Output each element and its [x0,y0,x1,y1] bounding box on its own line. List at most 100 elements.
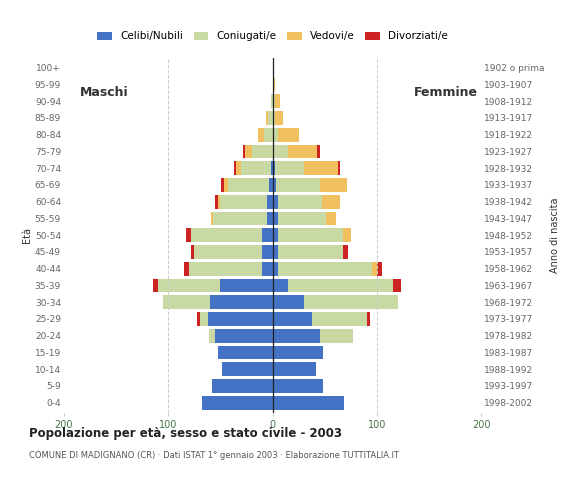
Bar [275,161,304,175]
Bar [220,278,273,292]
Bar [275,94,280,108]
Bar [273,78,275,91]
Bar [377,262,382,276]
Bar [234,161,236,175]
Bar [273,262,278,276]
Bar [273,346,322,360]
Bar [267,195,273,209]
Bar [218,195,220,209]
Bar [158,278,220,292]
Bar [320,178,347,192]
Text: COMUNE DI MADIGNANO (CR) · Dati ISTAT 1° gennaio 2003 · Elaborazione TUTTITALIA.: COMUNE DI MADIGNANO (CR) · Dati ISTAT 1°… [29,451,399,460]
Bar [273,94,275,108]
Bar [304,295,398,309]
Bar [270,178,273,192]
Bar [191,228,262,242]
Bar [191,245,194,259]
Y-axis label: Età: Età [22,227,32,243]
Bar [312,312,367,326]
Bar [276,178,320,192]
Bar [273,329,320,343]
Bar [273,379,322,393]
Bar [163,295,210,309]
Bar [273,128,278,142]
Bar [275,111,283,125]
Bar [244,144,245,158]
Bar [236,161,241,175]
Bar [264,128,273,142]
Bar [288,144,317,158]
Bar [273,362,317,376]
Bar [228,178,270,192]
Bar [343,228,351,242]
Bar [320,329,353,343]
Bar [273,212,278,225]
Bar [245,144,252,158]
Bar [288,278,393,292]
Bar [278,128,299,142]
Bar [258,128,264,142]
Bar [197,312,200,326]
Bar [326,212,336,225]
Bar [223,362,273,376]
Bar [273,144,288,158]
Bar [215,329,273,343]
Bar [262,262,273,276]
Bar [194,245,262,259]
Bar [266,111,269,125]
Bar [186,228,191,242]
Bar [273,161,275,175]
Bar [317,144,320,158]
Bar [209,329,215,343]
Bar [218,346,273,360]
Bar [252,144,273,158]
Bar [269,111,273,125]
Bar [220,195,267,209]
Bar [184,262,189,276]
Bar [223,178,228,192]
Bar [273,178,275,192]
Bar [241,161,270,175]
Bar [267,212,273,225]
Bar [367,312,369,326]
Bar [273,295,304,309]
Bar [393,278,401,292]
Bar [262,228,273,242]
Bar [278,195,322,209]
Bar [273,245,278,259]
Text: Popolazione per età, sesso e stato civile - 2003: Popolazione per età, sesso e stato civil… [29,427,342,440]
Bar [153,278,158,292]
Bar [372,262,377,276]
Bar [270,161,273,175]
Bar [273,111,275,125]
Bar [210,295,273,309]
Text: Femmine: Femmine [414,86,477,99]
Bar [278,212,326,225]
Bar [202,396,273,409]
Bar [278,228,343,242]
Bar [304,161,338,175]
Bar [208,312,273,326]
Bar [262,245,273,259]
Bar [215,195,218,209]
Bar [273,396,343,409]
Bar [273,228,278,242]
Bar [189,262,262,276]
Bar [273,312,312,326]
Bar [200,312,208,326]
Bar [211,212,213,225]
Bar [322,195,340,209]
Bar [273,195,278,209]
Bar [213,212,267,225]
Legend: Celibi/Nubili, Coniugati/e, Vedovi/e, Divorziati/e: Celibi/Nubili, Coniugati/e, Vedovi/e, Di… [93,27,452,46]
Bar [278,245,343,259]
Text: Maschi: Maschi [79,86,128,99]
Bar [270,94,273,108]
Bar [273,278,288,292]
Y-axis label: Anno di nascita: Anno di nascita [550,197,560,273]
Bar [222,178,223,192]
Bar [343,245,348,259]
Bar [338,161,340,175]
Bar [278,262,372,276]
Bar [212,379,273,393]
